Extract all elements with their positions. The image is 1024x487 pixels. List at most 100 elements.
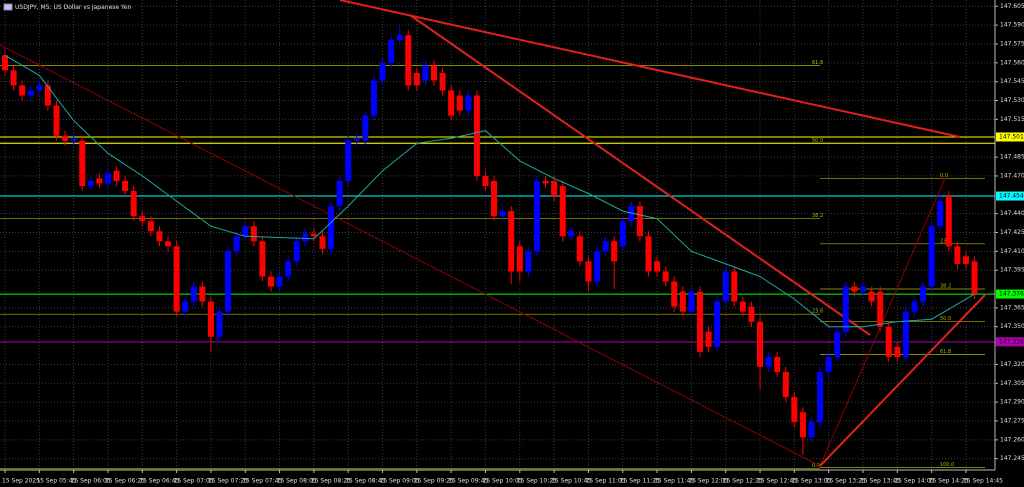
candle-body xyxy=(328,206,335,249)
candle-body xyxy=(842,286,849,332)
candle-body xyxy=(396,35,403,41)
x-tick-label: 15 Sep 08:05 xyxy=(277,478,317,485)
candle-body xyxy=(319,236,326,249)
candle-body xyxy=(799,412,806,438)
x-tick-label: 15 Sep 07:45 xyxy=(242,478,282,485)
candle-body xyxy=(576,236,583,262)
y-tick-label: 147.350 xyxy=(1000,323,1024,330)
candle-body xyxy=(525,251,532,272)
candle-body xyxy=(619,221,626,247)
fib-label: 23.6 xyxy=(812,309,823,315)
x-tick-label: 15 Sep 14:25 xyxy=(929,478,969,485)
candle-body xyxy=(259,241,266,277)
candle-body xyxy=(791,397,798,423)
candle-body xyxy=(242,226,249,237)
x-tick-label: 15 Sep 13:25 xyxy=(826,478,866,485)
fib-label: 50.0 xyxy=(940,316,951,322)
y-tick-label: 147.605 xyxy=(1000,3,1024,10)
candle-body xyxy=(731,271,738,302)
candle-body xyxy=(937,201,944,227)
x-tick-label: 15 Sep 06:45 xyxy=(139,478,179,485)
candle-body xyxy=(10,70,17,86)
candle-body xyxy=(465,95,472,111)
trend-line xyxy=(409,14,871,336)
candle-body xyxy=(911,301,918,312)
candle-body xyxy=(516,246,523,272)
candle-body xyxy=(491,180,498,217)
x-tick-label: 15 Sep 09:25 xyxy=(414,478,454,485)
candle-body xyxy=(62,135,69,141)
candle-body xyxy=(285,261,292,277)
candle-body xyxy=(885,326,892,357)
x-tick-label: 15 Sep 10:25 xyxy=(517,478,557,485)
candle-body xyxy=(594,251,601,282)
candle-body xyxy=(405,35,412,86)
candle-body xyxy=(559,185,566,237)
candle-body xyxy=(156,231,163,242)
candle-body xyxy=(739,301,746,312)
price-tag xyxy=(996,191,1024,201)
candle-body xyxy=(87,180,94,186)
candle-body xyxy=(757,321,764,367)
candle-body xyxy=(636,206,643,237)
trend-line xyxy=(0,44,821,467)
candle-body xyxy=(714,301,721,347)
x-tick-label: 15 Sep 07:05 xyxy=(174,478,214,485)
x-tick-label: 15 Sep 12:05 xyxy=(688,478,728,485)
candle-body xyxy=(456,95,463,111)
candle-body xyxy=(551,180,558,197)
candle-body xyxy=(250,226,257,242)
x-tick-label: 15 Sep 2025 xyxy=(2,478,40,485)
candle-body xyxy=(705,331,712,347)
y-tick-label: 147.275 xyxy=(1000,417,1024,424)
y-tick-label: 147.365 xyxy=(1000,304,1024,311)
fib-label: 61.8 xyxy=(940,349,951,355)
candle-body xyxy=(173,246,180,312)
candle-body xyxy=(688,291,695,312)
candle-body xyxy=(2,55,8,71)
candle-body xyxy=(122,180,129,192)
moving-average xyxy=(4,54,975,328)
candles xyxy=(2,25,978,455)
candle-body xyxy=(877,291,884,327)
candle-body xyxy=(602,241,609,252)
x-tick-label: 15 Sep 13:45 xyxy=(860,478,900,485)
candle-body xyxy=(662,271,669,282)
fib-label: 100.0 xyxy=(940,462,954,468)
candle-body xyxy=(765,356,772,367)
candle-body xyxy=(542,180,549,184)
candle-body xyxy=(113,170,120,181)
candle-body xyxy=(611,241,618,262)
candle-body xyxy=(36,85,43,91)
x-tick-label: 15 Sep 06:05 xyxy=(71,478,111,485)
candle-body xyxy=(748,306,755,322)
x-tick-label: 15 Sep 14:05 xyxy=(894,478,934,485)
x-tick-label: 15 Sep 09:45 xyxy=(448,478,488,485)
candle-body xyxy=(379,62,386,81)
y-tick-label: 147.575 xyxy=(1000,40,1024,47)
candle-body xyxy=(971,261,978,295)
candle-body xyxy=(233,236,240,252)
x-tick-label: 15 Sep 12:45 xyxy=(757,478,797,485)
candle-body xyxy=(499,211,506,217)
y-tick-label: 147.560 xyxy=(1000,59,1024,66)
candle-body xyxy=(696,291,703,352)
candle-body xyxy=(53,105,60,136)
candle-body xyxy=(851,286,858,292)
candle-body xyxy=(954,246,961,264)
candle-body xyxy=(27,90,34,96)
candle-body xyxy=(817,371,824,423)
candle-body xyxy=(216,311,223,337)
x-tick-label: 15 Sep 08:25 xyxy=(311,478,351,485)
candle-body xyxy=(19,85,26,96)
candle-body xyxy=(336,180,343,207)
candle-body xyxy=(645,236,652,272)
fib-label: 50.0 xyxy=(812,138,823,144)
x-tick-label: 15 Sep 11:45 xyxy=(654,478,694,485)
price-tag-label: 147.501 xyxy=(999,133,1024,140)
candle-body xyxy=(96,178,103,184)
price-tag-label: 147.376 xyxy=(999,291,1024,298)
x-tick-label: 15 Sep 06:25 xyxy=(105,478,145,485)
